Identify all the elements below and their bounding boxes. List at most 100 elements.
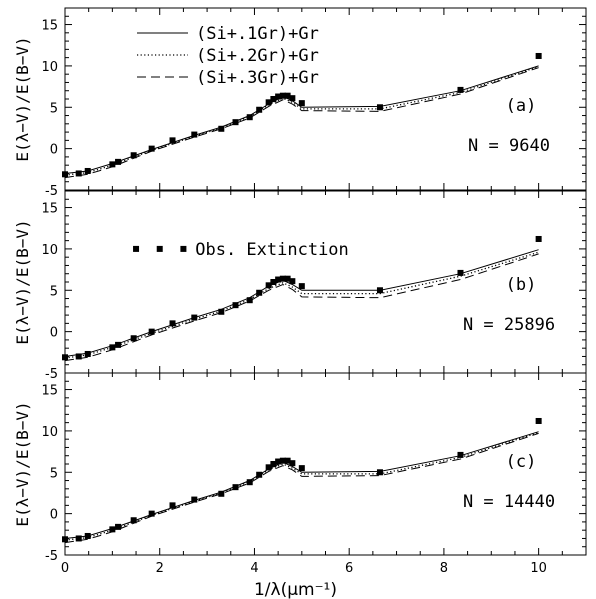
x-tick-label: 2: [156, 561, 164, 576]
observed-point: [270, 461, 277, 467]
observed-point: [191, 131, 198, 138]
observed-point: [169, 502, 176, 509]
observed-point: [457, 269, 464, 276]
observed-point: [298, 465, 305, 472]
y-tick-label: 0: [50, 326, 58, 341]
observed-point: [84, 532, 91, 539]
x-tick-label: 0: [61, 561, 69, 576]
observed-point: [457, 451, 464, 458]
n-annotation: N = 14440: [463, 492, 555, 512]
y-tick-label: -5: [45, 549, 58, 564]
observed-point: [115, 158, 122, 165]
observed-point: [270, 96, 277, 102]
y-tick-label: 10: [41, 60, 58, 75]
observed-point: [270, 279, 277, 285]
observed-point: [109, 526, 116, 533]
y-tick-label: 5: [50, 101, 58, 116]
y-tick-label: 10: [41, 243, 58, 258]
x-tick-label: 6: [345, 561, 353, 576]
model-curve-3: [64, 432, 539, 544]
observed-point: [115, 523, 122, 530]
observed-point: [62, 536, 68, 543]
y-tick-label: -5: [45, 367, 58, 382]
observed-point: [191, 496, 198, 503]
x-axis-label: 1/λ(μm⁻¹): [254, 580, 337, 599]
observed-point: [376, 104, 383, 111]
observed-point: [62, 354, 68, 361]
observed-point: [298, 283, 305, 290]
panel-label: (a): [506, 96, 537, 116]
observed-point: [218, 125, 225, 132]
observed-point: [535, 235, 542, 242]
observed-point: [275, 458, 282, 465]
observed-point: [275, 93, 282, 100]
observed-point: [130, 335, 137, 342]
observed-point: [284, 275, 291, 282]
n-annotation: N = 25896: [463, 315, 555, 335]
observed-point: [218, 308, 225, 315]
legend-label: (Si+.3Gr)+Gr: [196, 68, 319, 88]
y-tick-label: 10: [41, 425, 58, 440]
y-tick-label: -5: [45, 184, 58, 199]
observed-point: [109, 344, 116, 351]
observed-point: [457, 86, 464, 93]
observed-point: [115, 341, 122, 348]
panels: -5051015E(λ−V)/E(B−V)(Si+.1Gr)+Gr(Si+.2G…: [13, 7, 587, 599]
observed-point: [376, 469, 383, 476]
x-tick-label: 4: [250, 561, 258, 576]
model-curve-3: [64, 253, 539, 362]
observed-point: [275, 276, 282, 283]
panel-label: (c): [506, 452, 537, 472]
observed-point: [279, 275, 286, 282]
observed-point: [109, 161, 116, 168]
y-tick-label: 5: [50, 466, 58, 481]
observed-point: [169, 137, 176, 144]
y-axis-label: E(λ−V)/E(B−V): [13, 401, 32, 526]
legend-obs-label: Obs. Extinction: [195, 240, 349, 260]
observed-point: [148, 328, 155, 335]
observed-point: [84, 350, 91, 357]
y-tick-label: 0: [50, 508, 58, 523]
y-tick-label: 15: [41, 202, 58, 217]
observed-point: [246, 297, 253, 304]
observed-point: [191, 314, 198, 321]
y-tick-label: 15: [41, 384, 58, 399]
panel-label: (b): [506, 275, 537, 295]
legend-label: (Si+.2Gr)+Gr: [196, 46, 319, 66]
observed-point: [218, 490, 225, 497]
observed-point: [232, 484, 239, 491]
observed-point: [62, 171, 68, 178]
observed-point: [130, 152, 137, 159]
observed-point: [284, 457, 291, 464]
panel-a: -5 0 5 10 15 E(λ−V)/E(B−V) (Si+.1Gr)+Gr(Si+.2G…: [13, 7, 587, 199]
model-curve-2: [64, 431, 539, 541]
observed-point: [75, 535, 82, 542]
observed-point: [169, 320, 176, 327]
observed-point: [246, 479, 253, 486]
observed-point: [279, 457, 286, 464]
observed-point: [148, 510, 155, 517]
legend-label: (Si+.1Gr)+Gr: [196, 24, 319, 44]
observed-point: [256, 471, 263, 478]
observed-point: [256, 106, 263, 113]
observed-point: [256, 289, 263, 296]
observed-point: [232, 302, 239, 309]
observed-point: [289, 278, 296, 285]
observed-point: [376, 287, 383, 294]
y-tick-label: 5: [50, 284, 58, 299]
observed-point: [84, 167, 91, 174]
observed-point: [279, 92, 286, 99]
legend-obs-marker: [133, 245, 140, 252]
x-tick-label: 10: [530, 561, 547, 576]
legend-obs-marker: [180, 245, 187, 252]
y-axis-label: E(λ−V)/E(B−V): [13, 36, 32, 161]
observed-point: [265, 464, 272, 471]
x-tick-label: 8: [440, 561, 448, 576]
observed-point: [130, 517, 137, 524]
observed-point: [284, 92, 291, 99]
observed-point: [148, 145, 155, 152]
observed-point: [289, 460, 296, 467]
y-tick-label: 15: [41, 19, 58, 34]
